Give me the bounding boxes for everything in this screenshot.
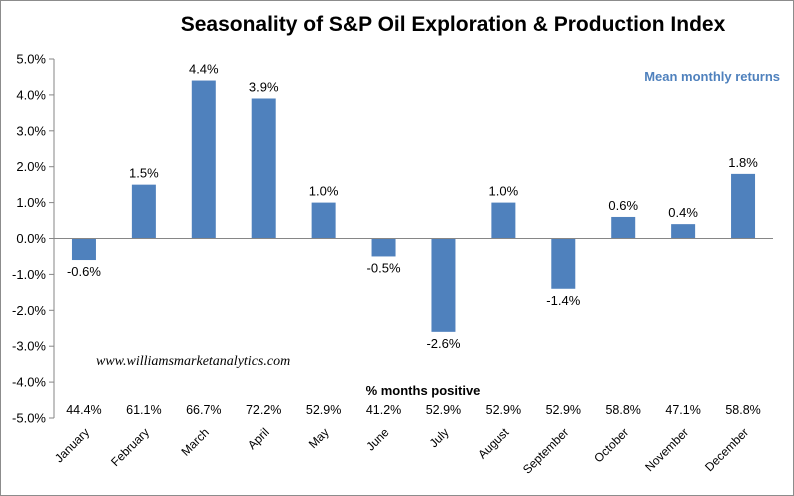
data-label-june: -0.5% xyxy=(367,260,401,275)
months-positive-december: 58.8% xyxy=(725,403,760,417)
data-label-february: 1.5% xyxy=(129,166,159,181)
bar-october xyxy=(611,216,636,239)
y-tick-label: 1.0% xyxy=(16,195,46,210)
category-label-january: January xyxy=(52,425,92,465)
category-label-december: December xyxy=(702,425,751,474)
bar-december xyxy=(731,173,756,239)
bar-august xyxy=(491,202,516,239)
legend-label: Mean monthly returns xyxy=(644,69,780,84)
months-positive-june: 41.2% xyxy=(366,403,401,417)
category-label-july: July xyxy=(427,425,452,450)
y-tick-label: 3.0% xyxy=(16,123,46,138)
data-label-september: -1.4% xyxy=(546,293,580,308)
y-tick-label: -3.0% xyxy=(12,339,46,354)
y-tick-label: 0.0% xyxy=(16,231,46,246)
bar-january xyxy=(71,238,96,261)
data-label-august: 1.0% xyxy=(489,184,519,199)
months-positive-may: 52.9% xyxy=(306,403,341,417)
bar-may xyxy=(311,202,336,239)
data-label-march: 4.4% xyxy=(189,62,219,77)
y-tick-label: -5.0% xyxy=(12,411,46,426)
months-positive-header: % months positive xyxy=(366,383,481,398)
bar-june xyxy=(371,238,396,257)
category-label-april: April xyxy=(245,425,272,452)
chart-title: Seasonality of S&P Oil Exploration & Pro… xyxy=(181,13,726,36)
bar-november xyxy=(671,224,696,239)
category-label-february: February xyxy=(108,425,152,469)
months-positive-february: 61.1% xyxy=(126,403,161,417)
category-label-august: August xyxy=(475,425,512,462)
months-positive-november: 47.1% xyxy=(665,403,700,417)
category-label-may: May xyxy=(306,425,332,451)
bar-september xyxy=(551,238,576,289)
data-label-october: 0.6% xyxy=(608,198,638,213)
category-label-june: June xyxy=(363,425,392,454)
y-tick-label: -4.0% xyxy=(12,375,46,390)
bar-series xyxy=(71,80,756,332)
months-positive-july: 52.9% xyxy=(426,403,461,417)
data-labels: -0.6% 1.5% 4.4% 3.9% 1.0% -0.5% -2.6% 1.0% -1.4%… xyxy=(67,62,758,351)
data-label-may: 1.0% xyxy=(309,184,339,199)
bar-july xyxy=(431,238,456,332)
y-tick-label: 2.0% xyxy=(16,159,46,174)
months-positive-september: 52.9% xyxy=(546,403,581,417)
bar-february xyxy=(131,184,156,239)
data-label-december: 1.8% xyxy=(728,155,758,170)
bar-april xyxy=(251,98,276,239)
months-positive-january: 44.4% xyxy=(66,403,101,417)
y-tick-label: -1.0% xyxy=(12,267,46,282)
months-positive-october: 58.8% xyxy=(605,403,640,417)
data-label-november: 0.4% xyxy=(668,205,698,220)
months-positive-august: 52.9% xyxy=(486,403,521,417)
y-tick-label: 4.0% xyxy=(16,87,46,102)
y-tick-label: 5.0% xyxy=(16,52,46,67)
bar-march xyxy=(191,80,216,239)
data-label-april: 3.9% xyxy=(249,79,279,94)
months-positive-values: 44.4% 61.1% 66.7% 72.2% 52.9% 41.2% 52.9% 52.9%… xyxy=(66,403,761,417)
watermark-text: www.williamsmarketanalytics.com xyxy=(96,354,290,369)
months-positive-april: 72.2% xyxy=(246,403,281,417)
category-label-march: March xyxy=(178,425,211,458)
data-label-january: -0.6% xyxy=(67,264,101,279)
x-axis-category-labels: January February March April May June July Augu… xyxy=(52,425,751,477)
data-label-july: -2.6% xyxy=(426,336,460,351)
y-axis-ticks: 5.0% 4.0% 3.0% 2.0% 1.0% 0.0% -1.0% -2.0% -3.0% -… xyxy=(12,52,54,426)
category-label-september: September xyxy=(520,425,571,476)
months-positive-march: 66.7% xyxy=(186,403,221,417)
category-label-october: October xyxy=(591,425,631,465)
y-tick-label: -2.0% xyxy=(12,303,46,318)
category-label-november: November xyxy=(642,425,691,474)
